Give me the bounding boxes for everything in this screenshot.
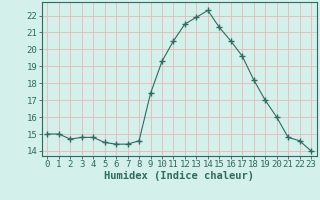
X-axis label: Humidex (Indice chaleur): Humidex (Indice chaleur) (104, 171, 254, 181)
